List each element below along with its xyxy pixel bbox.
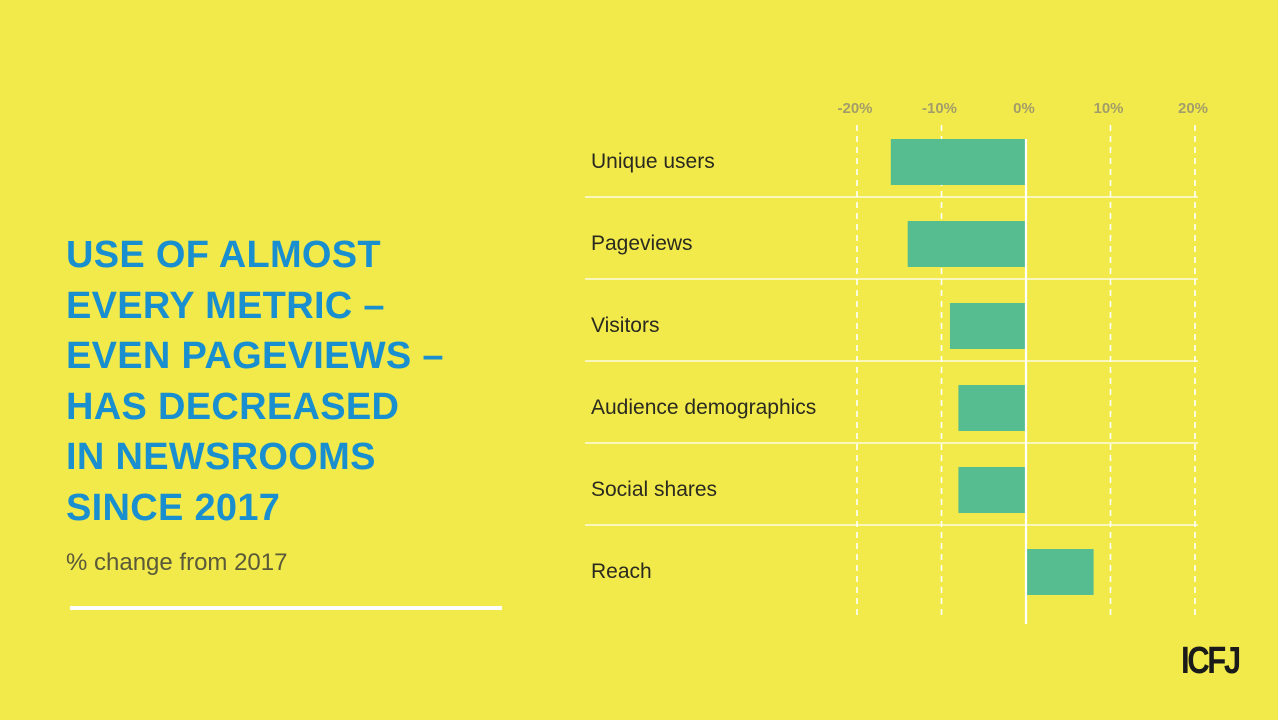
x-tick-label: -10%	[922, 100, 957, 117]
bar	[1026, 549, 1094, 595]
underline-divider	[70, 606, 502, 610]
headline: USE OF ALMOST EVERY METRIC – EVEN PAGEVI…	[66, 230, 506, 533]
subtitle: % change from 2017	[66, 549, 288, 576]
category-label: Visitors	[591, 314, 659, 337]
bar	[958, 385, 1026, 431]
x-tick-label: -20%	[837, 100, 872, 117]
x-tick-label: 0%	[1013, 100, 1035, 117]
bar	[907, 221, 1026, 267]
bar	[890, 139, 1026, 185]
category-label: Reach	[591, 560, 652, 583]
x-tick-label: 10%	[1093, 100, 1123, 117]
bar	[958, 467, 1026, 513]
icfj-logo: ICFJ	[1181, 640, 1241, 682]
headline-line: USE OF ALMOST	[66, 234, 381, 276]
category-label: Social shares	[591, 478, 717, 501]
category-label: Unique users	[591, 150, 715, 173]
bar	[949, 303, 1026, 349]
headline-line: EVERY METRIC –	[66, 284, 385, 327]
headline-line: IN NEWSROOMS	[66, 436, 376, 478]
headline-line: HAS DECREASED	[66, 385, 400, 428]
headline-line: EVEN PAGEVIEWS –	[66, 335, 444, 377]
x-tick-label: 20%	[1178, 100, 1208, 117]
category-label: Pageviews	[591, 232, 693, 255]
category-label: Audience demographics	[591, 396, 816, 419]
headline-line: SINCE 2017	[66, 486, 281, 529]
